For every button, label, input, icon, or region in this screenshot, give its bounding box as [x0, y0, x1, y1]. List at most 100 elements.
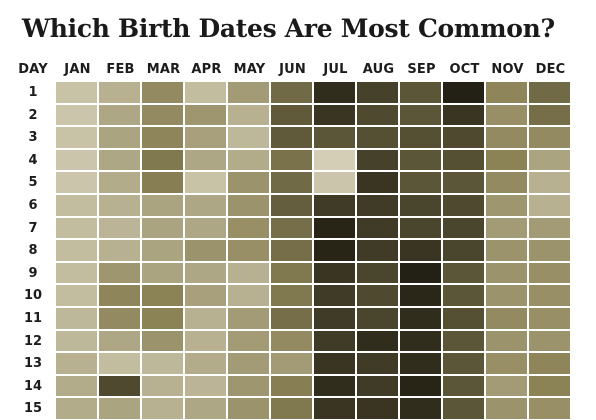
- heatmap-cell-jun-8: [271, 240, 312, 261]
- heatmap-cell-aug-13: [357, 353, 398, 374]
- heatmap-cell-sep-1: [400, 82, 441, 103]
- heatmap-cell-oct-5: [443, 172, 484, 193]
- heatmap-cell-jun-13: [271, 353, 312, 374]
- heatmap-cell-sep-13: [400, 353, 441, 374]
- heatmap-cell-aug-10: [357, 285, 398, 306]
- heatmap-cell-nov-3: [486, 127, 527, 148]
- heatmap-cell-dec-13: [529, 353, 570, 374]
- page-title: Which Birth Dates Are Most Common?: [22, 14, 555, 43]
- heatmap-cell-sep-12: [400, 330, 441, 352]
- heatmap-cell-jan-4: [56, 149, 97, 171]
- heatmap-cell-sep-8: [400, 240, 441, 261]
- heatmap-cell-jul-10: [314, 285, 355, 306]
- heatmap-cell-oct-4: [443, 149, 484, 171]
- heatmap-cell-apr-14: [185, 375, 226, 397]
- heatmap-cell-oct-7: [443, 217, 484, 239]
- heatmap-cell-nov-12: [486, 330, 527, 352]
- heatmap-cell-dec-9: [529, 262, 570, 284]
- heatmap-cell-apr-7: [185, 217, 226, 239]
- day-label-14: 14: [23, 378, 43, 394]
- heatmap-cell-nov-7: [486, 217, 527, 239]
- day-label-12: 12: [23, 333, 43, 349]
- heatmap-cell-nov-1: [486, 82, 527, 103]
- heatmap-cell-sep-9: [400, 262, 441, 284]
- heatmap-cell-mar-15: [142, 398, 183, 419]
- heatmap-cell-oct-12: [443, 330, 484, 352]
- day-label-4: 4: [28, 152, 38, 168]
- heatmap-cell-oct-11: [443, 308, 484, 329]
- heatmap-cell-nov-14: [486, 375, 527, 397]
- heatmap-cell-sep-10: [400, 285, 441, 306]
- heatmap-cell-feb-15: [99, 398, 140, 419]
- heatmap-cell-oct-2: [443, 104, 484, 126]
- day-label-3: 3: [28, 130, 38, 146]
- month-header-feb: FEB: [106, 62, 135, 77]
- heatmap-cell-feb-4: [99, 149, 140, 171]
- heatmap-cell-aug-15: [357, 398, 398, 419]
- month-header-oct: OCT: [449, 62, 480, 77]
- heatmap-cell-apr-13: [185, 353, 226, 374]
- heatmap-cell-dec-10: [529, 285, 570, 306]
- heatmap-cell-feb-9: [99, 262, 140, 284]
- heatmap-cell-may-1: [228, 82, 269, 103]
- heatmap-cell-feb-2: [99, 104, 140, 126]
- day-column-header: DAY: [18, 62, 48, 77]
- heatmap-cell-feb-5: [99, 172, 140, 193]
- heatmap-cell-may-10: [228, 285, 269, 306]
- day-label-11: 11: [23, 311, 43, 326]
- heatmap-cell-jan-3: [56, 127, 97, 148]
- heatmap-cell-aug-14: [357, 375, 398, 397]
- heatmap-cell-jul-13: [314, 353, 355, 374]
- heatmap-cell-apr-3: [185, 127, 226, 148]
- heatmap-cell-mar-4: [142, 149, 183, 171]
- heatmap-cell-may-6: [228, 195, 269, 216]
- heatmap-cell-feb-12: [99, 330, 140, 352]
- heatmap-cell-mar-3: [142, 127, 183, 148]
- heatmap-cell-dec-3: [529, 127, 570, 148]
- heatmap-cell-feb-11: [99, 308, 140, 329]
- heatmap-cell-apr-8: [185, 240, 226, 261]
- heatmap-cell-apr-12: [185, 330, 226, 352]
- heatmap-cell-dec-5: [529, 172, 570, 193]
- heatmap-cell-may-7: [228, 217, 269, 239]
- heatmap-cell-mar-10: [142, 285, 183, 306]
- heatmap-cell-jun-1: [271, 82, 312, 103]
- day-label-1: 1: [28, 85, 38, 100]
- heatmap-cell-jan-11: [56, 308, 97, 329]
- heatmap-cell-jun-3: [271, 127, 312, 148]
- heatmap-cell-oct-15: [443, 398, 484, 419]
- heatmap-cell-jul-3: [314, 127, 355, 148]
- heatmap-cell-jul-12: [314, 330, 355, 352]
- heatmap-cell-may-11: [228, 308, 269, 329]
- heatmap-cell-jul-15: [314, 398, 355, 419]
- heatmap-cell-feb-6: [99, 195, 140, 216]
- heatmap-cell-sep-5: [400, 172, 441, 193]
- heatmap-cell-aug-1: [357, 82, 398, 103]
- heatmap-cell-mar-9: [142, 262, 183, 284]
- heatmap-cell-jun-7: [271, 217, 312, 239]
- heatmap-cell-jan-10: [56, 285, 97, 306]
- heatmap-cell-feb-13: [99, 353, 140, 374]
- heatmap-cell-nov-2: [486, 104, 527, 126]
- heatmap-cell-apr-2: [185, 104, 226, 126]
- heatmap-cell-mar-13: [142, 353, 183, 374]
- heatmap-cell-sep-11: [400, 308, 441, 329]
- day-label-2: 2: [28, 107, 38, 123]
- heatmap-cell-jul-14: [314, 375, 355, 397]
- heatmap-cell-mar-5: [142, 172, 183, 193]
- heatmap-cell-oct-14: [443, 375, 484, 397]
- day-label-9: 9: [28, 265, 38, 281]
- heatmap-cell-jul-5: [314, 172, 355, 193]
- heatmap-cell-mar-1: [142, 82, 183, 103]
- month-header-may: MAY: [233, 62, 266, 77]
- heatmap-cell-jun-15: [271, 398, 312, 419]
- heatmap-cell-jul-8: [314, 240, 355, 261]
- heatmap-cell-apr-15: [185, 398, 226, 419]
- heatmap-cell-sep-3: [400, 127, 441, 148]
- month-header-nov: NOV: [491, 62, 524, 77]
- heatmap-cell-mar-14: [142, 375, 183, 397]
- heatmap-cell-may-4: [228, 149, 269, 171]
- heatmap-cell-jun-5: [271, 172, 312, 193]
- heatmap-cell-dec-14: [529, 375, 570, 397]
- heatmap-cell-aug-4: [357, 149, 398, 171]
